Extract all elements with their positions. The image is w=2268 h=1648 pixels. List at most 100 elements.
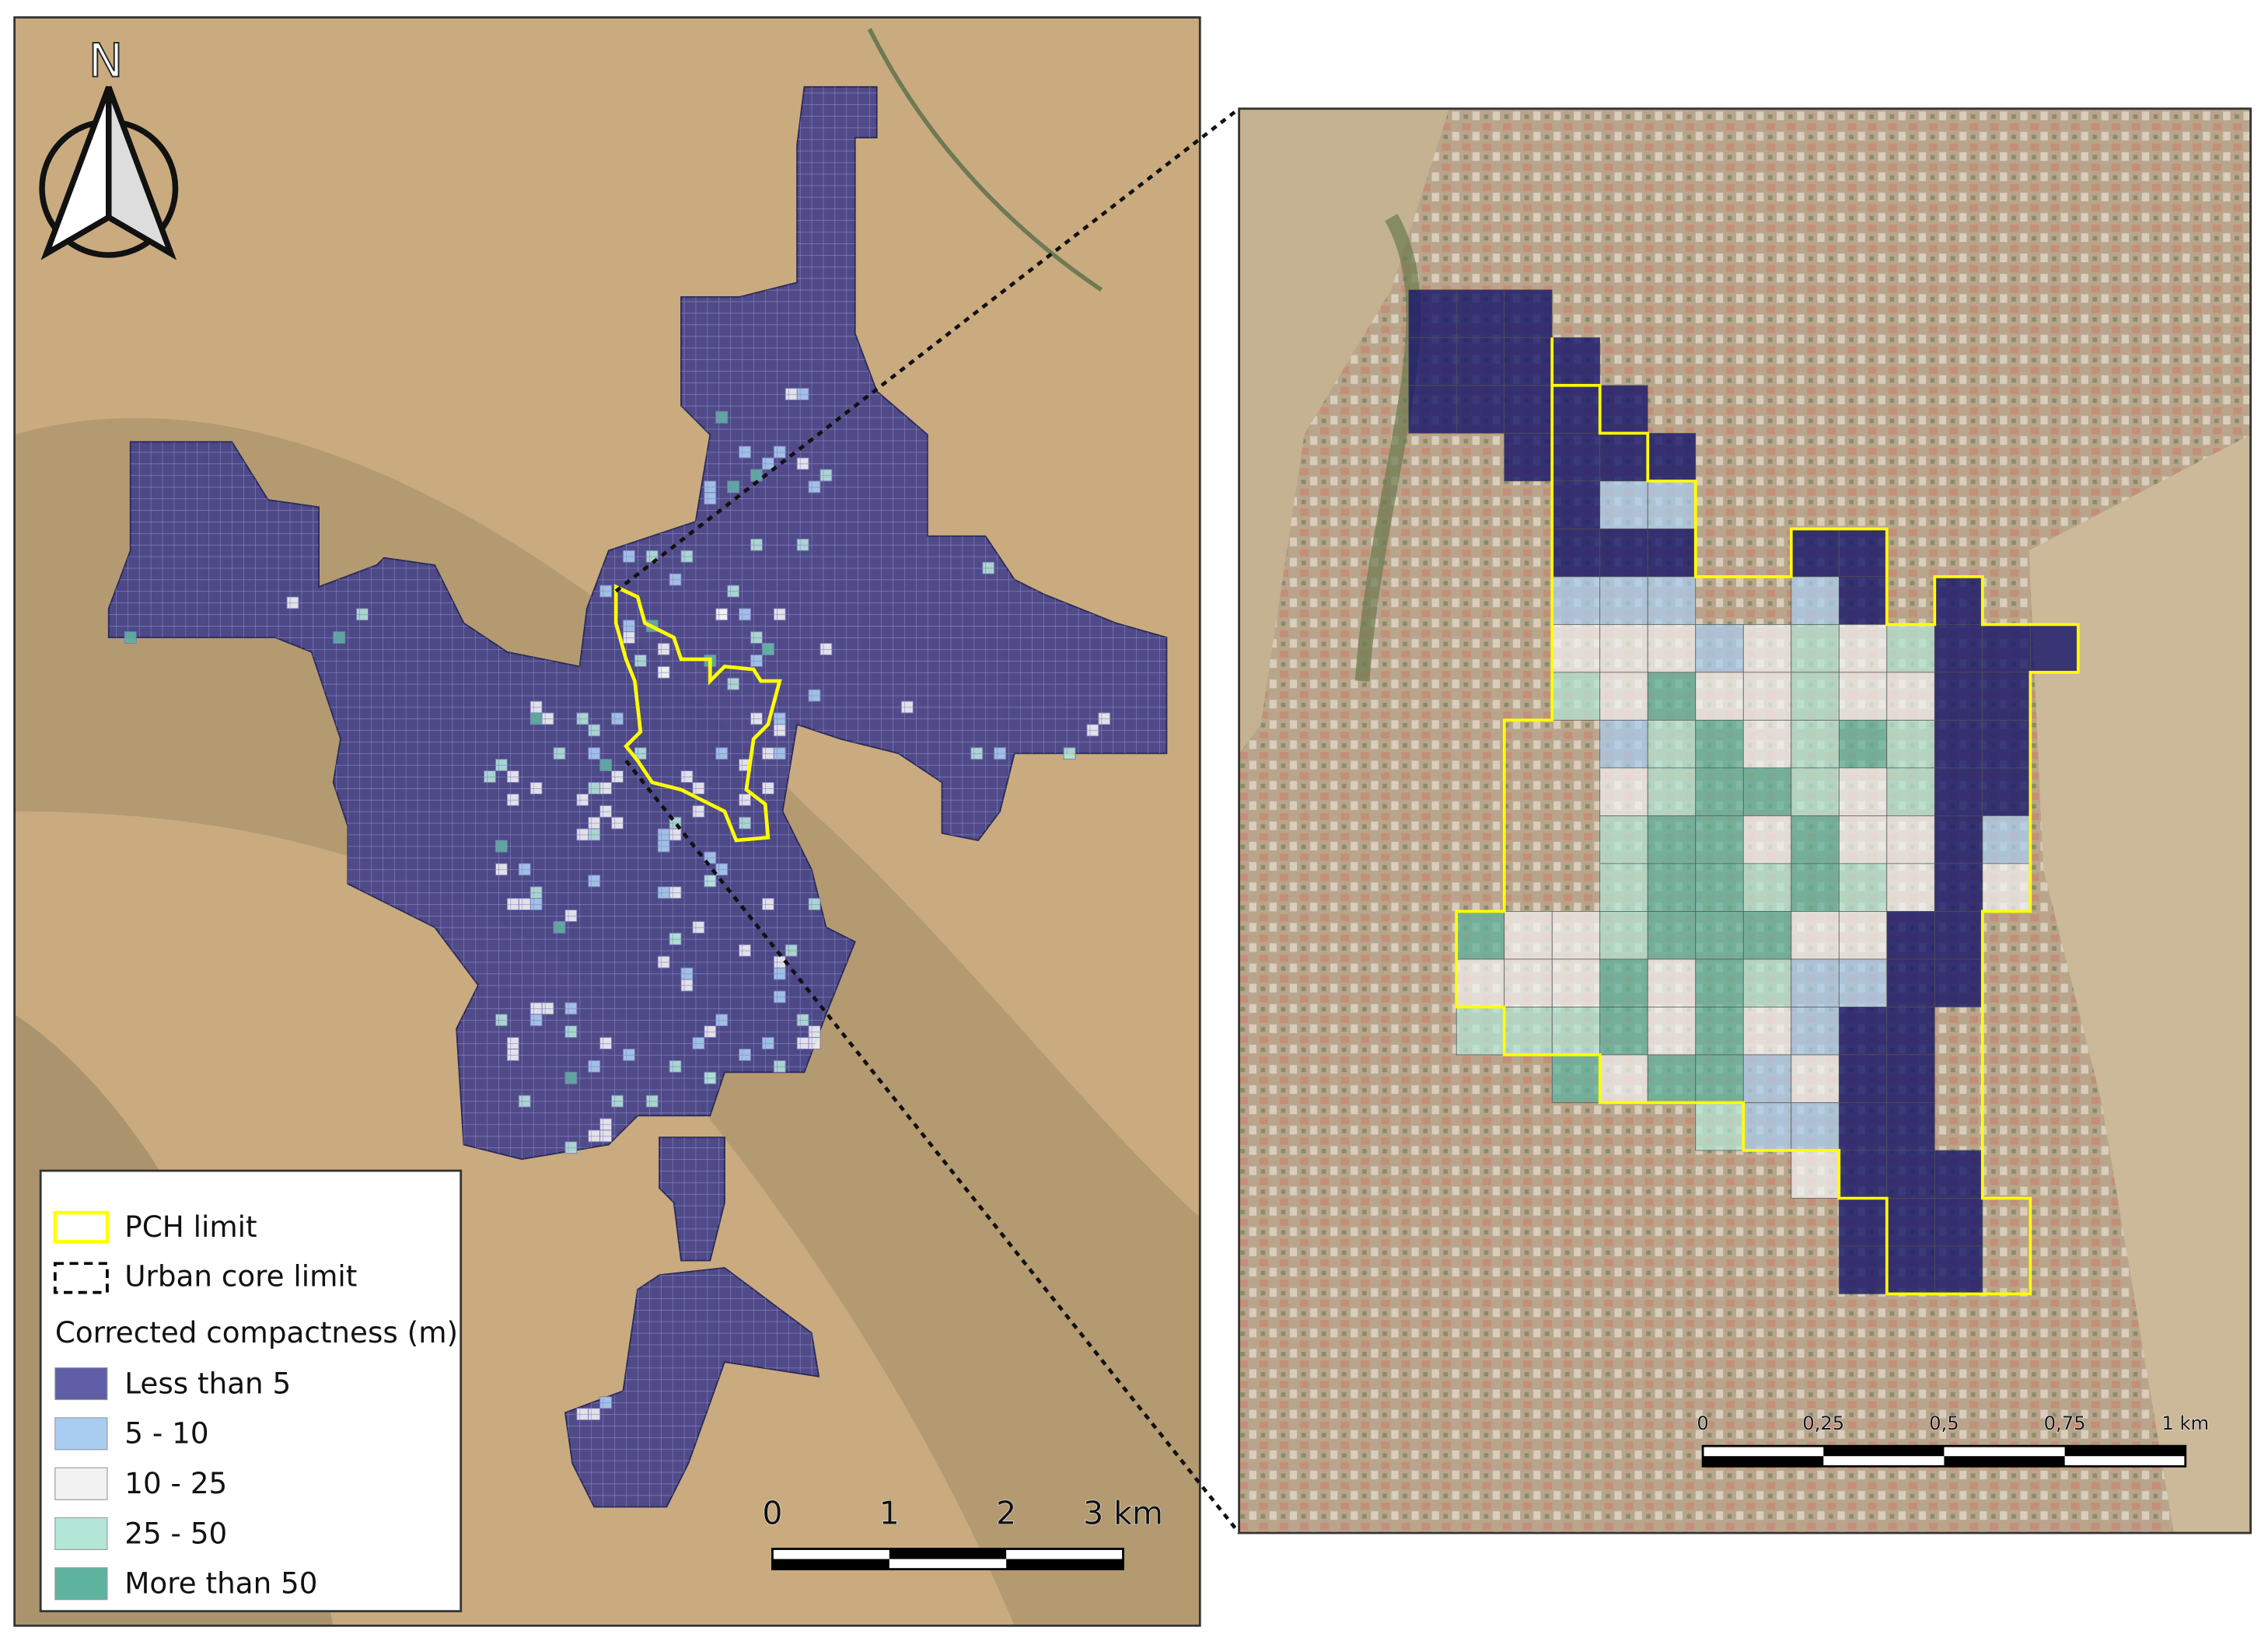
scale-bar-segment xyxy=(772,1559,889,1569)
legend-title: Corrected compactness (m) xyxy=(55,1315,458,1349)
cell xyxy=(1838,1198,1888,1247)
cell xyxy=(1551,337,1601,386)
cell xyxy=(1408,385,1457,434)
cell xyxy=(1982,719,2031,769)
cell xyxy=(1886,1054,1935,1103)
cell xyxy=(1456,337,1505,386)
cell xyxy=(1886,1102,1935,1151)
cell xyxy=(1599,1007,1648,1056)
north-arrow: N xyxy=(39,34,179,260)
cell xyxy=(1504,958,1553,1007)
cell xyxy=(1742,1007,1792,1056)
cell xyxy=(1886,1007,1935,1056)
scale-label: 0 xyxy=(762,1495,782,1532)
cell xyxy=(1791,1102,1840,1151)
cell xyxy=(1791,672,1840,721)
cell xyxy=(1695,623,1744,673)
cell xyxy=(1647,480,1697,529)
cell xyxy=(1886,623,1935,673)
legend: PCH limit Urban core limit Corrected compa… xyxy=(39,1169,463,1613)
open-land xyxy=(1239,108,1449,754)
cell xyxy=(1742,815,1792,864)
cell xyxy=(1934,863,1983,912)
cell xyxy=(1838,958,1888,1007)
scale-label: 0 xyxy=(1697,1412,1708,1434)
cell xyxy=(1982,815,2031,864)
cell xyxy=(1742,863,1792,912)
cell xyxy=(1934,1245,1983,1294)
cell xyxy=(1551,385,1601,434)
river xyxy=(867,28,1103,292)
cell xyxy=(1934,767,1983,816)
cell xyxy=(1838,767,1888,816)
cell xyxy=(1408,289,1457,338)
cell xyxy=(1934,719,1983,769)
cell xyxy=(1599,528,1648,578)
cell xyxy=(1742,719,1792,769)
cell xyxy=(1838,815,1888,864)
cell xyxy=(1695,719,1744,769)
inset-frame xyxy=(1238,107,2252,1535)
cell xyxy=(1599,432,1648,482)
cell xyxy=(1886,767,1935,816)
cell xyxy=(1551,480,1601,529)
cell xyxy=(1838,528,1888,578)
cell xyxy=(1504,337,1553,386)
north-half xyxy=(106,86,177,260)
scale-bar-segment xyxy=(1703,1456,1824,1467)
legend-swatch xyxy=(53,1210,110,1244)
cell xyxy=(1551,576,1601,625)
scale-label: 2 xyxy=(996,1495,1016,1532)
scale-bar-segment xyxy=(889,1548,1007,1559)
cell xyxy=(1695,1102,1744,1151)
cell xyxy=(1838,911,1888,960)
scale-label: 0,5 xyxy=(1929,1412,1959,1434)
cell xyxy=(1647,911,1697,960)
scale-bar-segment xyxy=(1944,1456,2065,1467)
cell xyxy=(1599,719,1648,769)
cell xyxy=(1791,815,1840,864)
scale-bar-segment xyxy=(1006,1559,1124,1569)
cell xyxy=(1742,623,1792,673)
cell xyxy=(1599,480,1648,529)
cell xyxy=(1886,1245,1935,1294)
cell xyxy=(1408,337,1457,386)
cell xyxy=(1838,1054,1888,1103)
cell xyxy=(1647,863,1697,912)
pch-limit xyxy=(1455,337,2080,1296)
cell xyxy=(1551,1054,1601,1103)
cell xyxy=(1838,1245,1888,1294)
cell xyxy=(1551,432,1601,482)
cell xyxy=(1647,432,1697,482)
grid-overlay xyxy=(108,86,1167,1507)
cell xyxy=(1551,528,1601,578)
scale-label: 3 km xyxy=(1083,1495,1163,1532)
cell xyxy=(1456,385,1505,434)
cell xyxy=(1982,672,2031,721)
cell xyxy=(1695,958,1744,1007)
cell xyxy=(1456,289,1505,338)
legend-label: 25 - 50 xyxy=(124,1516,227,1550)
legend-swatch xyxy=(54,1517,108,1550)
cell xyxy=(1838,719,1888,769)
cell xyxy=(1551,672,1601,721)
cell xyxy=(1551,911,1601,960)
pch-limit xyxy=(613,584,782,843)
cell xyxy=(1742,911,1792,960)
cell xyxy=(1982,623,2031,673)
scale-label: 1 xyxy=(879,1495,900,1532)
cell xyxy=(1647,958,1697,1007)
cell xyxy=(1742,958,1792,1007)
cell xyxy=(1647,815,1697,864)
cell xyxy=(1742,1054,1792,1103)
cell xyxy=(2029,623,2079,673)
cell xyxy=(1791,1054,1840,1103)
cell xyxy=(1934,672,1983,721)
cell xyxy=(1791,576,1840,625)
cell xyxy=(1934,623,1983,673)
cell xyxy=(1791,767,1840,816)
scale-bar-segment xyxy=(2064,1446,2186,1457)
cell xyxy=(1647,1054,1697,1103)
cell xyxy=(1838,623,1888,673)
